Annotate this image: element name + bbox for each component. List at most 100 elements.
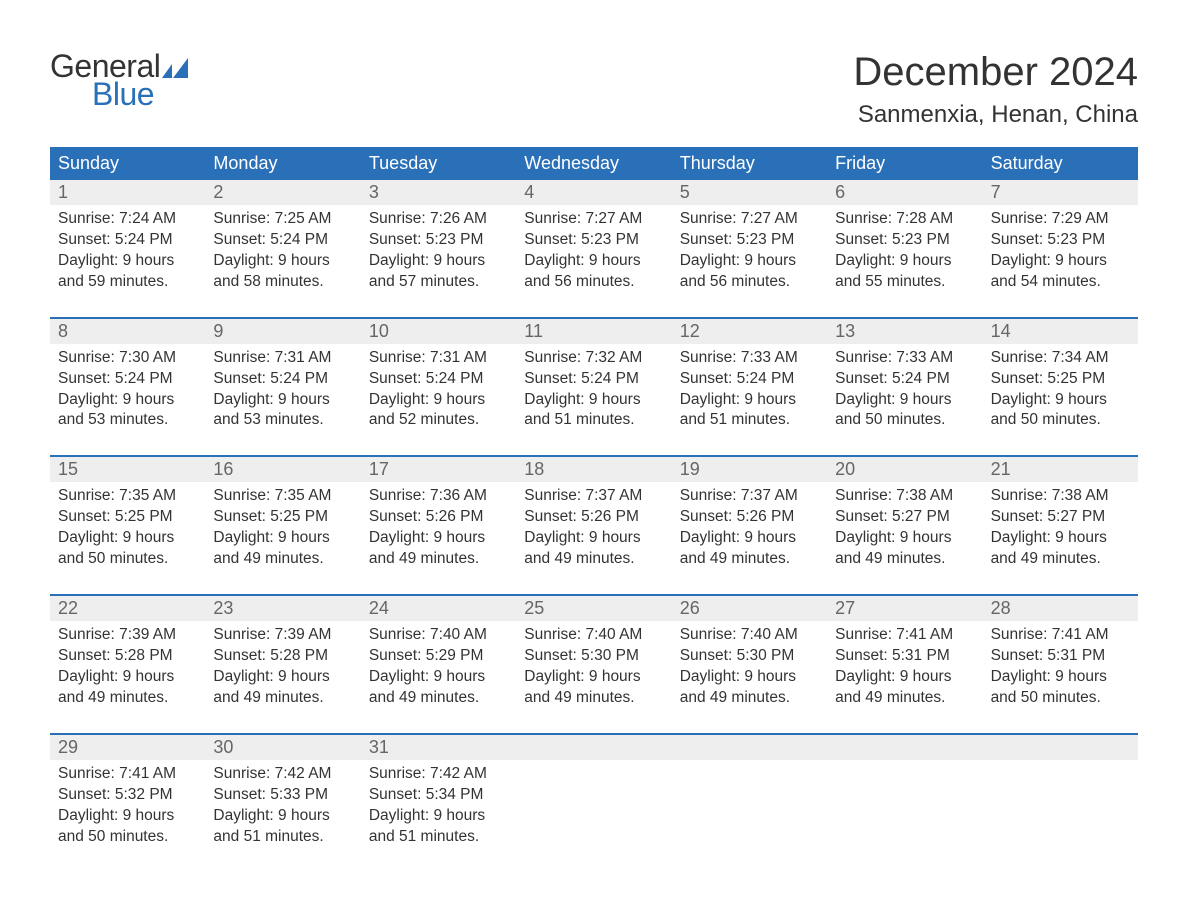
daylight-text: Daylight: 9 hours bbox=[524, 390, 663, 411]
daylight-text: and 51 minutes. bbox=[213, 827, 352, 848]
day-number: 27 bbox=[827, 596, 982, 621]
day-number bbox=[983, 735, 1138, 760]
day-number: 14 bbox=[983, 319, 1138, 344]
day-number: 13 bbox=[827, 319, 982, 344]
daylight-text: Daylight: 9 hours bbox=[369, 390, 508, 411]
calendar-cell: Sunrise: 7:38 AMSunset: 5:27 PMDaylight:… bbox=[827, 482, 982, 576]
calendar-cell: Sunrise: 7:40 AMSunset: 5:30 PMDaylight:… bbox=[516, 621, 671, 715]
day-number: 16 bbox=[205, 457, 360, 482]
daylight-text: and 50 minutes. bbox=[991, 410, 1130, 431]
sunset-text: Sunset: 5:28 PM bbox=[58, 646, 197, 667]
day-number: 30 bbox=[205, 735, 360, 760]
daylight-text: Daylight: 9 hours bbox=[524, 667, 663, 688]
sunrise-text: Sunrise: 7:36 AM bbox=[369, 486, 508, 507]
daynum-row: 1234567 bbox=[50, 180, 1138, 205]
day-number: 9 bbox=[205, 319, 360, 344]
daylight-text: and 56 minutes. bbox=[524, 272, 663, 293]
daylight-text: Daylight: 9 hours bbox=[213, 251, 352, 272]
daylight-text: Daylight: 9 hours bbox=[835, 251, 974, 272]
daylight-text: and 51 minutes. bbox=[524, 410, 663, 431]
day-number: 17 bbox=[361, 457, 516, 482]
day-number: 4 bbox=[516, 180, 671, 205]
daylight-text: Daylight: 9 hours bbox=[524, 251, 663, 272]
calendar-week: 891011121314Sunrise: 7:30 AMSunset: 5:24… bbox=[50, 317, 1138, 438]
calendar-cell: Sunrise: 7:40 AMSunset: 5:29 PMDaylight:… bbox=[361, 621, 516, 715]
daylight-text: Daylight: 9 hours bbox=[680, 251, 819, 272]
daylight-text: Daylight: 9 hours bbox=[991, 390, 1130, 411]
sunset-text: Sunset: 5:29 PM bbox=[369, 646, 508, 667]
daynum-row: 293031 bbox=[50, 735, 1138, 760]
sunrise-text: Sunrise: 7:27 AM bbox=[524, 209, 663, 230]
sunset-text: Sunset: 5:27 PM bbox=[991, 507, 1130, 528]
daylight-text: and 53 minutes. bbox=[58, 410, 197, 431]
sunrise-text: Sunrise: 7:35 AM bbox=[213, 486, 352, 507]
sunrise-text: Sunrise: 7:29 AM bbox=[991, 209, 1130, 230]
calendar-week: 293031Sunrise: 7:41 AMSunset: 5:32 PMDay… bbox=[50, 733, 1138, 854]
sunset-text: Sunset: 5:24 PM bbox=[835, 369, 974, 390]
daylight-text: and 49 minutes. bbox=[213, 688, 352, 709]
calendar-week: 1234567Sunrise: 7:24 AMSunset: 5:24 PMDa… bbox=[50, 180, 1138, 299]
sunset-text: Sunset: 5:24 PM bbox=[58, 230, 197, 251]
calendar-cell: Sunrise: 7:29 AMSunset: 5:23 PMDaylight:… bbox=[983, 205, 1138, 299]
sunset-text: Sunset: 5:23 PM bbox=[524, 230, 663, 251]
daylight-text: Daylight: 9 hours bbox=[991, 528, 1130, 549]
daylight-text: and 49 minutes. bbox=[213, 549, 352, 570]
calendar-cell: Sunrise: 7:28 AMSunset: 5:23 PMDaylight:… bbox=[827, 205, 982, 299]
calendar-cell: Sunrise: 7:32 AMSunset: 5:24 PMDaylight:… bbox=[516, 344, 671, 438]
sunrise-text: Sunrise: 7:31 AM bbox=[213, 348, 352, 369]
daylight-text: and 49 minutes. bbox=[835, 549, 974, 570]
day-number: 11 bbox=[516, 319, 671, 344]
daylight-text: and 49 minutes. bbox=[680, 688, 819, 709]
day-number: 24 bbox=[361, 596, 516, 621]
day-header: Wednesday bbox=[516, 147, 671, 180]
daylight-text: and 59 minutes. bbox=[58, 272, 197, 293]
calendar-cell: Sunrise: 7:42 AMSunset: 5:34 PMDaylight:… bbox=[361, 760, 516, 854]
sunset-text: Sunset: 5:24 PM bbox=[524, 369, 663, 390]
daylight-text: and 50 minutes. bbox=[58, 827, 197, 848]
calendar-cell: Sunrise: 7:35 AMSunset: 5:25 PMDaylight:… bbox=[50, 482, 205, 576]
sunrise-text: Sunrise: 7:38 AM bbox=[991, 486, 1130, 507]
sunrise-text: Sunrise: 7:42 AM bbox=[369, 764, 508, 785]
calendar-cell: Sunrise: 7:39 AMSunset: 5:28 PMDaylight:… bbox=[205, 621, 360, 715]
calendar-cell: Sunrise: 7:31 AMSunset: 5:24 PMDaylight:… bbox=[361, 344, 516, 438]
sunrise-text: Sunrise: 7:39 AM bbox=[58, 625, 197, 646]
calendar: Sunday Monday Tuesday Wednesday Thursday… bbox=[50, 147, 1138, 853]
sunset-text: Sunset: 5:34 PM bbox=[369, 785, 508, 806]
sunrise-text: Sunrise: 7:37 AM bbox=[524, 486, 663, 507]
day-header: Sunday bbox=[50, 147, 205, 180]
calendar-cell bbox=[672, 760, 827, 854]
daylight-text: Daylight: 9 hours bbox=[835, 528, 974, 549]
sunrise-text: Sunrise: 7:41 AM bbox=[991, 625, 1130, 646]
daylight-text: and 51 minutes. bbox=[369, 827, 508, 848]
sunset-text: Sunset: 5:25 PM bbox=[58, 507, 197, 528]
sunset-text: Sunset: 5:30 PM bbox=[524, 646, 663, 667]
day-header: Saturday bbox=[983, 147, 1138, 180]
sunset-text: Sunset: 5:23 PM bbox=[680, 230, 819, 251]
day-number: 21 bbox=[983, 457, 1138, 482]
daylight-text: Daylight: 9 hours bbox=[213, 528, 352, 549]
daynum-row: 891011121314 bbox=[50, 319, 1138, 344]
daylight-text: Daylight: 9 hours bbox=[58, 528, 197, 549]
day-number: 31 bbox=[361, 735, 516, 760]
calendar-cell: Sunrise: 7:27 AMSunset: 5:23 PMDaylight:… bbox=[672, 205, 827, 299]
day-number bbox=[672, 735, 827, 760]
daylight-text: and 55 minutes. bbox=[835, 272, 974, 293]
sunset-text: Sunset: 5:28 PM bbox=[213, 646, 352, 667]
page-title: December 2024 bbox=[853, 50, 1138, 95]
daylight-text: and 53 minutes. bbox=[213, 410, 352, 431]
daylight-text: Daylight: 9 hours bbox=[369, 251, 508, 272]
daylight-text: Daylight: 9 hours bbox=[524, 528, 663, 549]
sunset-text: Sunset: 5:24 PM bbox=[213, 369, 352, 390]
calendar-cell bbox=[827, 760, 982, 854]
daylight-text: and 58 minutes. bbox=[213, 272, 352, 293]
logo-text-bottom: Blue bbox=[92, 78, 188, 110]
day-number: 25 bbox=[516, 596, 671, 621]
day-number: 28 bbox=[983, 596, 1138, 621]
daylight-text: Daylight: 9 hours bbox=[835, 390, 974, 411]
sunset-text: Sunset: 5:24 PM bbox=[213, 230, 352, 251]
sunrise-text: Sunrise: 7:26 AM bbox=[369, 209, 508, 230]
calendar-cell: Sunrise: 7:41 AMSunset: 5:31 PMDaylight:… bbox=[983, 621, 1138, 715]
calendar-cell: Sunrise: 7:39 AMSunset: 5:28 PMDaylight:… bbox=[50, 621, 205, 715]
calendar-cell: Sunrise: 7:30 AMSunset: 5:24 PMDaylight:… bbox=[50, 344, 205, 438]
sunset-text: Sunset: 5:25 PM bbox=[213, 507, 352, 528]
